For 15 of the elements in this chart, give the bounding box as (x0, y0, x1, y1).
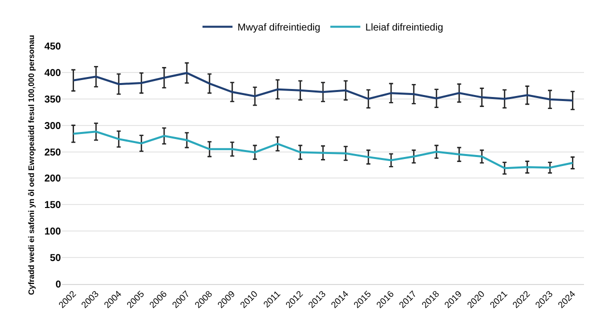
y-tick-label: 450 (44, 42, 62, 52)
y-tick-label: 300 (44, 120, 62, 132)
y-tick-label: 150 (44, 200, 62, 212)
legend-label: Lleiaf difreintiedig (365, 22, 444, 34)
y-tick-label: 350 (44, 94, 62, 106)
y-tick-label: 200 (44, 174, 62, 185)
line-series (72, 130, 574, 170)
line-series (72, 72, 574, 102)
y-tick-label: 50 (50, 253, 62, 264)
y-tick-label: 100 (44, 226, 62, 238)
y-tick-label: 0 (55, 280, 62, 290)
legend-label: Mwyaf difreintiedig (238, 22, 320, 34)
y-tick-label: 400 (44, 68, 62, 79)
y-axis-title: Cyfradd wedi ei safoni yn ôl oed Ewropeaidd fesul 100,000 personau (27, 34, 36, 296)
y-tick-label: 250 (44, 147, 62, 158)
